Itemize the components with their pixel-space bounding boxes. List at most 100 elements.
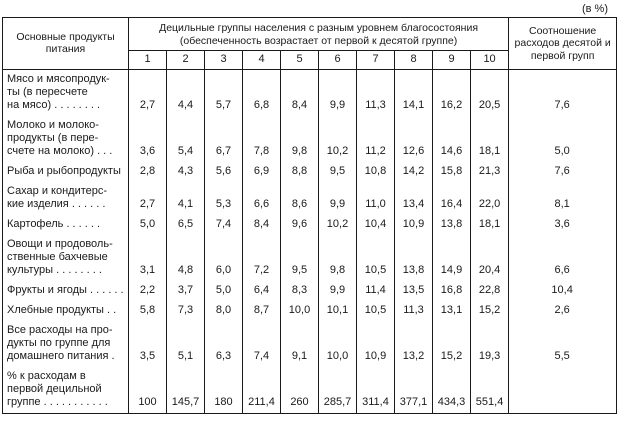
value-cell: 6,4	[242, 280, 281, 301]
value-cell: 4,8	[166, 234, 205, 281]
table-row: Хлебные продукты . . 5,8 7,3 8,0 8,7 10,0 10,1…	[2, 300, 618, 321]
decile-number-header: 5	[280, 50, 319, 70]
table-row: Фрукты и ягоды . . . . . . 2,2 3,7 5,0 6,4 8,…	[2, 280, 618, 301]
value-cell: 8,4	[280, 69, 319, 116]
value-cell: 19,3	[469, 320, 510, 367]
value-cell: 6,5	[166, 214, 205, 235]
product-label: Все расходы на про- дукты по группе для …	[2, 320, 129, 367]
unit-note: (в %)	[581, 3, 608, 15]
value-cell: 9,6	[280, 214, 319, 235]
value-cell: 6,6	[242, 181, 281, 215]
value-cell: 10,9	[356, 320, 395, 367]
table-row: Мясо и мясопродук- ты (в пересчете на мя…	[2, 69, 618, 116]
product-label: Молоко и молоко- продукты (в пере- счете…	[2, 115, 129, 162]
ratio-cell	[508, 366, 618, 413]
value-cell: 377,1	[394, 366, 433, 413]
value-cell: 7,4	[204, 214, 243, 235]
value-cell: 20,4	[469, 234, 510, 281]
value-cell: 13,4	[394, 181, 433, 215]
value-cell: 11,2	[356, 115, 395, 162]
value-cell: 3,7	[166, 280, 205, 301]
value-cell: 16,2	[432, 69, 471, 116]
value-cell: 13,8	[432, 214, 471, 235]
value-cell: 9,8	[318, 234, 357, 281]
value-cell: 13,8	[394, 234, 433, 281]
product-label: Рыба и рыбопродукты	[2, 161, 129, 182]
value-cell: 2,7	[128, 181, 167, 215]
table-body: Мясо и мясопродук- ты (в пересчете на мя…	[2, 69, 618, 413]
value-cell: 7,4	[242, 320, 281, 367]
value-cell: 5,4	[166, 115, 205, 162]
value-cell: 6,7	[204, 115, 243, 162]
table-row: Все расходы на про- дукты по группе для …	[2, 320, 618, 367]
value-cell: 8,3	[280, 280, 319, 301]
value-cell: 10,9	[394, 214, 433, 235]
value-cell: 6,9	[242, 161, 281, 182]
value-cell: 14,1	[394, 69, 433, 116]
value-cell: 180	[204, 366, 243, 413]
value-cell: 8,4	[242, 214, 281, 235]
value-cell: 11,0	[356, 181, 395, 215]
value-cell: 15,2	[469, 300, 510, 321]
table-row: Картофель . . . . . . 5,0 6,5 7,4 8,4 9,6 10,2…	[2, 214, 618, 235]
value-cell: 11,3	[394, 300, 433, 321]
product-label: Сахар и кондитерс- кие изделия . . . . .…	[2, 181, 129, 215]
value-cell: 18,1	[469, 214, 510, 235]
decile-number-header: 1	[128, 50, 167, 70]
value-cell: 7,8	[242, 115, 281, 162]
table-row: Молоко и молоко- продукты (в пере- счете…	[2, 115, 618, 162]
product-label: Фрукты и ягоды . . . . . .	[2, 280, 129, 301]
value-cell: 9,8	[280, 115, 319, 162]
ratio-cell: 5,5	[508, 320, 618, 367]
ratio-cell: 2,6	[508, 300, 618, 321]
value-cell: 8,8	[280, 161, 319, 182]
decile-number-header: 6	[318, 50, 357, 70]
value-cell: 9,1	[280, 320, 319, 367]
value-cell: 5,7	[204, 69, 243, 116]
value-cell: 9,9	[318, 181, 357, 215]
value-cell: 14,9	[432, 234, 471, 281]
value-cell: 15,2	[432, 320, 471, 367]
value-cell: 2,8	[128, 161, 167, 182]
decile-number-header: 8	[394, 50, 433, 70]
value-cell: 5,0	[128, 214, 167, 235]
value-cell: 16,4	[432, 181, 471, 215]
value-cell: 3,1	[128, 234, 167, 281]
ratio-cell: 6,6	[508, 234, 618, 281]
ratio-cell: 7,6	[508, 161, 618, 182]
value-cell: 15,8	[432, 161, 471, 182]
product-label: Овощи и продоволь- ственные бахчевые кул…	[2, 234, 129, 281]
decile-expense-table: Основные продукты питания Децильные груп…	[2, 17, 618, 414]
products-column-header: Основные продукты питания	[2, 17, 129, 70]
value-cell: 9,5	[318, 161, 357, 182]
header-row-top: Основные продукты питания Децильные груп…	[2, 17, 618, 70]
value-cell: 13,5	[394, 280, 433, 301]
value-cell: 6,0	[204, 234, 243, 281]
value-cell: 7,3	[166, 300, 205, 321]
value-cell: 10,0	[318, 320, 357, 367]
table-row: Рыба и рыбопродукты 2,8 4,3 5,6 6,9 8,8 9,5 10,…	[2, 161, 618, 182]
value-cell: 260	[280, 366, 319, 413]
value-cell: 285,7	[318, 366, 357, 413]
value-cell: 13,2	[394, 320, 433, 367]
value-cell: 10,8	[356, 161, 395, 182]
decile-groups-subtitle: (обеспеченность возрастает от первой к д…	[179, 34, 458, 47]
decile-number-header: 7	[356, 50, 395, 70]
ratio-cell: 7,6	[508, 69, 618, 116]
value-cell: 6,3	[204, 320, 243, 367]
value-cell: 3,6	[128, 115, 167, 162]
product-label: Хлебные продукты . .	[2, 300, 129, 321]
value-cell: 13,1	[432, 300, 471, 321]
decile-number-header: 2	[166, 50, 205, 70]
value-cell: 4,3	[166, 161, 205, 182]
value-cell: 8,6	[280, 181, 319, 215]
value-cell: 311,4	[356, 366, 395, 413]
decile-number-header: 9	[432, 50, 471, 70]
value-cell: 5,8	[128, 300, 167, 321]
value-cell: 11,4	[356, 280, 395, 301]
value-cell: 10,0	[280, 300, 319, 321]
value-cell: 10,5	[356, 300, 395, 321]
value-cell: 551,4	[469, 366, 510, 413]
ratio-cell: 8,1	[508, 181, 618, 215]
value-cell: 18,1	[469, 115, 510, 162]
